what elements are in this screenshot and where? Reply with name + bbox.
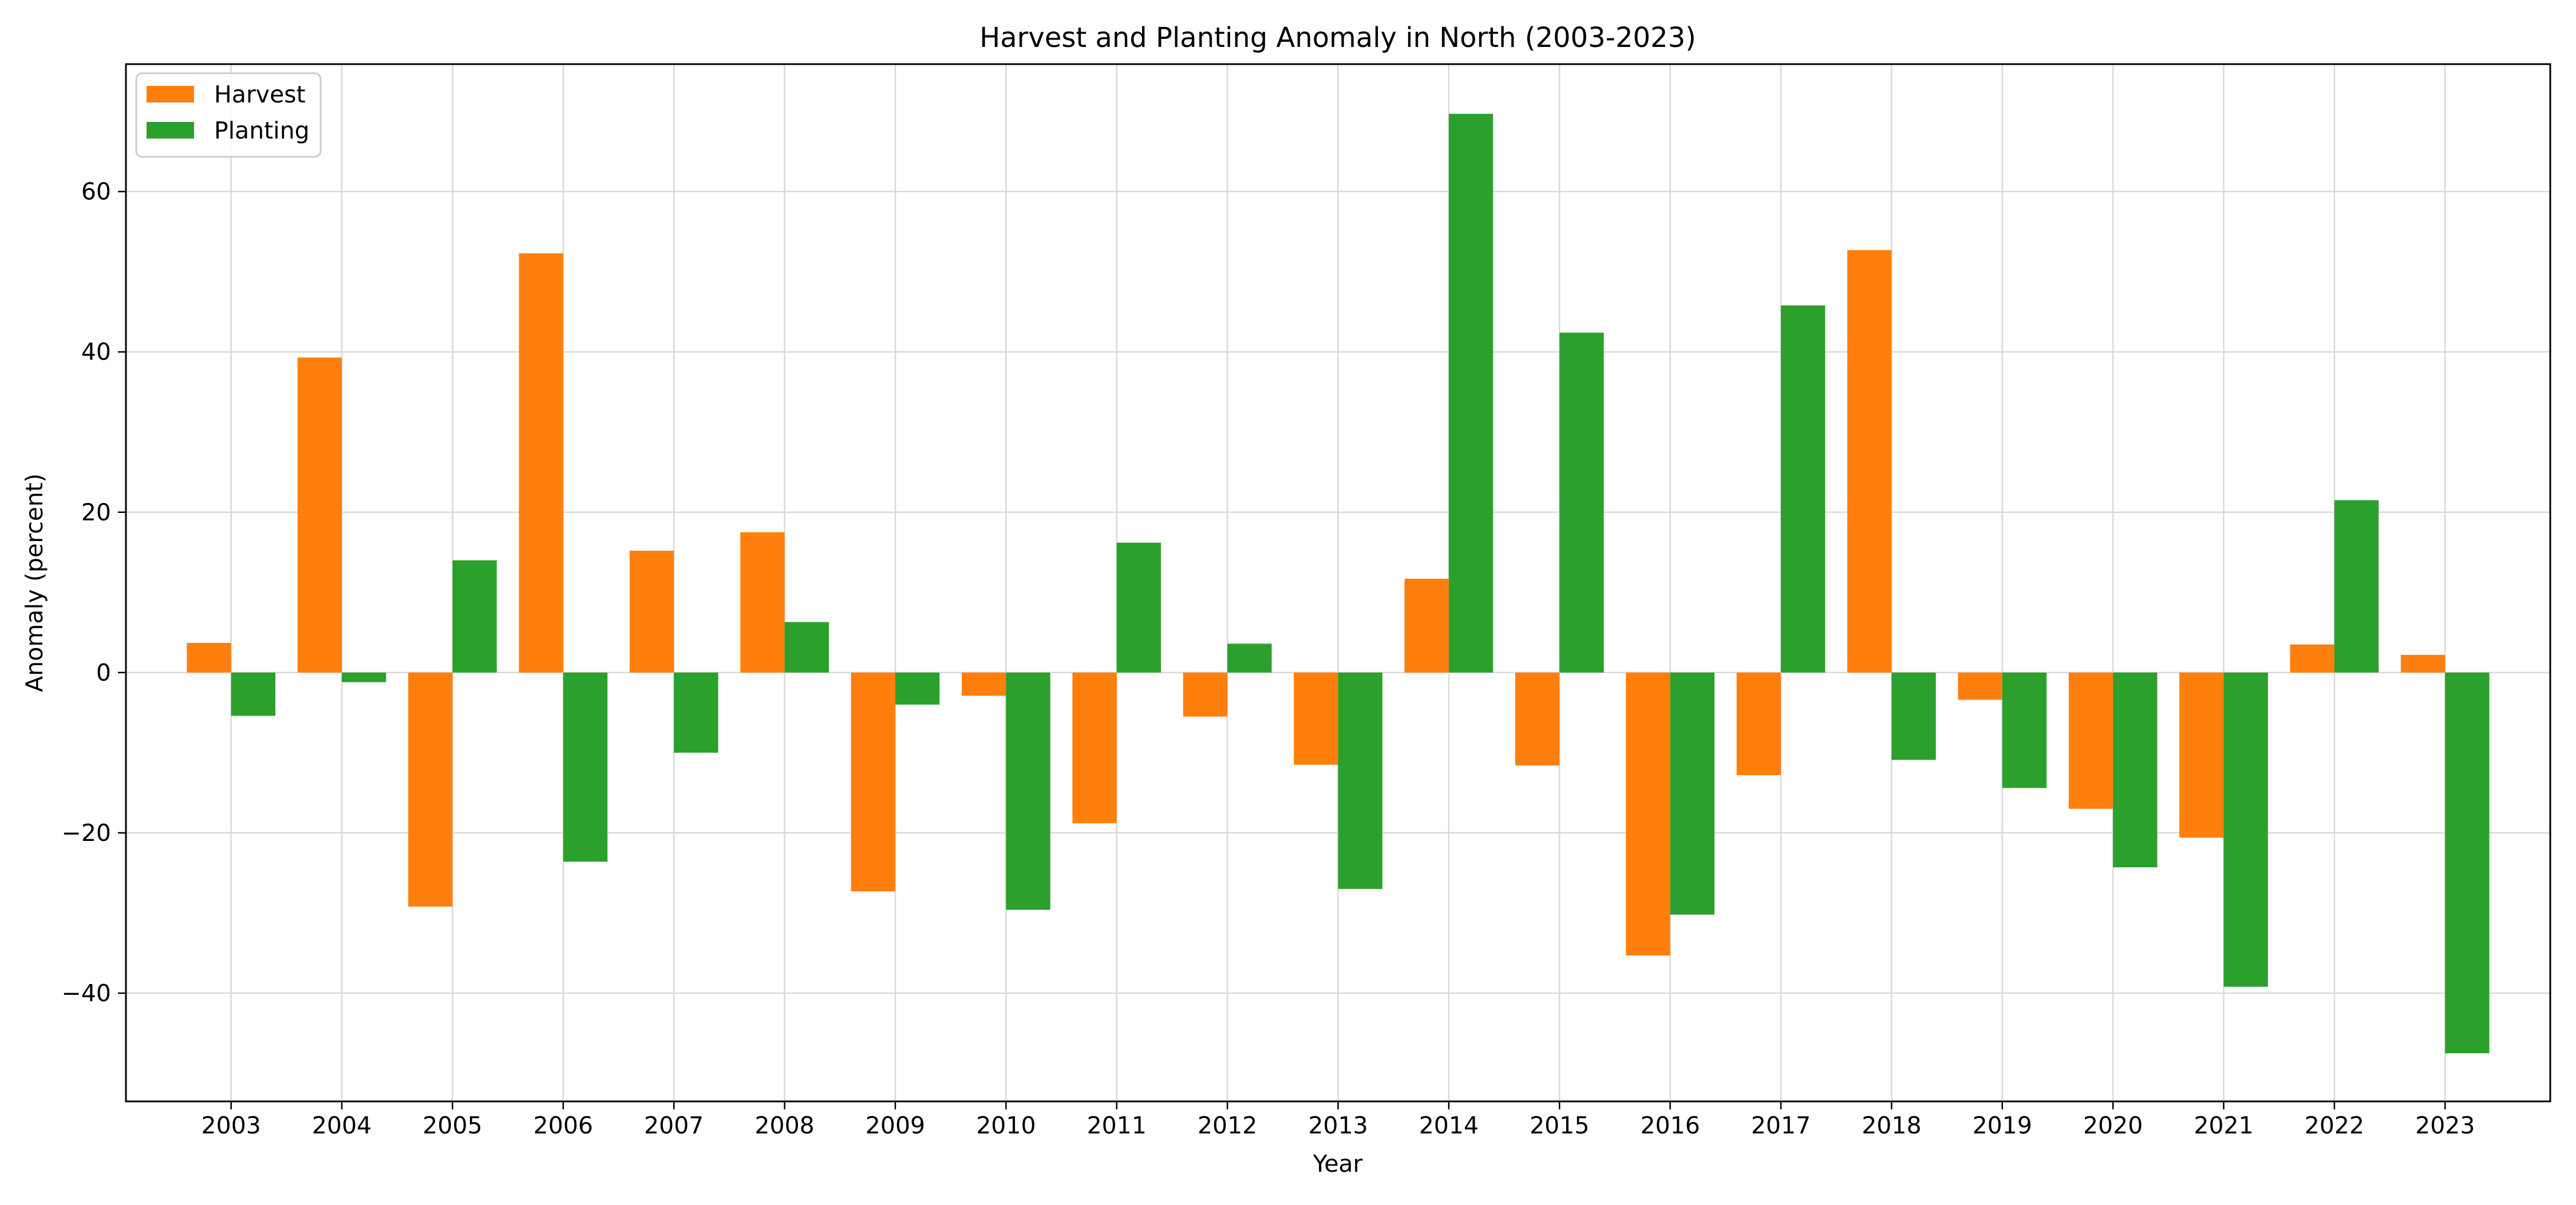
x-tick-label: 2015 [1530,1112,1589,1139]
bar-harvest [1404,578,1449,673]
bar-harvest [1626,672,1670,956]
y-tick-label: 20 [81,499,111,526]
x-tick-label: 2017 [1751,1112,1811,1139]
y-axis-label: Anomaly (percent) [21,473,48,692]
bar-harvest [1515,672,1560,766]
bar-harvest [408,672,453,907]
bar-planting [1338,672,1382,889]
legend-swatch-planting [147,122,194,139]
x-tick-label: 2009 [866,1112,925,1139]
bar-planting [1781,305,1826,673]
bar-planting [2113,672,2158,868]
bar-harvest [1183,672,1228,717]
bar-planting [2445,672,2490,1053]
x-tick-label: 2021 [2194,1112,2253,1139]
bar-harvest [1294,672,1338,765]
bar-planting [895,672,940,705]
bar-planting [452,560,497,673]
bar-harvest [629,550,674,673]
legend: Harvest Planting [135,72,322,158]
x-tick-label: 2004 [312,1112,372,1139]
legend-label-planting: Planting [214,117,310,144]
y-axis-ticks: −40 −20 0 20 40 60 [61,178,126,1007]
bar-planting [1891,672,1936,760]
bar-planting [1559,333,1604,673]
bar-planting [1227,643,1272,673]
x-axis-ticks: 2003 2004 2005 2006 2007 2008 2009 2010 2011 2012… [202,1101,2475,1139]
bar-planting [2002,672,2047,788]
bar-planting [342,672,386,682]
chart-title: Harvest and Planting Anomaly in North (2… [979,22,1696,54]
legend-swatch-harvest [147,86,194,102]
bar-planting [1670,672,1714,915]
y-tick-label: −20 [61,819,111,847]
bar-planting [563,672,608,862]
bar-planting [674,672,718,753]
bar-harvest [1736,672,1781,776]
x-tick-label: 2010 [976,1112,1036,1139]
x-tick-label: 2014 [1419,1112,1479,1139]
bar-planting [1448,113,1494,673]
bar-harvest [2179,672,2224,838]
y-tick-label: 60 [81,178,111,206]
y-tick-label: −40 [61,979,111,1007]
bar-harvest [1847,250,1892,673]
bar-planting [1116,542,1161,673]
bar-harvest [962,672,1006,696]
y-tick-label: 40 [81,338,111,366]
bar-harvest [519,253,563,673]
x-tick-label: 2019 [1973,1112,2032,1139]
x-tick-label: 2005 [422,1112,482,1139]
bar-planting [1006,672,1050,910]
x-tick-label: 2003 [202,1112,261,1139]
x-axis-label: Year [1313,1150,1363,1178]
bar-harvest [2068,672,2113,809]
x-tick-label: 2018 [1862,1112,1921,1139]
x-tick-label: 2020 [2083,1112,2143,1139]
bar-harvest [187,643,231,673]
bar-harvest [1072,672,1117,824]
bar-planting [231,672,276,716]
x-tick-label: 2023 [2415,1112,2475,1139]
bar-planting [2334,500,2379,673]
x-tick-label: 2012 [1198,1112,1257,1139]
bar-harvest [2290,644,2334,673]
x-tick-label: 2013 [1308,1112,1368,1139]
bar-planting [2223,672,2268,987]
y-tick-label: 0 [96,659,111,686]
bar-harvest [297,357,342,673]
x-tick-label: 2007 [644,1112,704,1139]
x-tick-label: 2006 [534,1112,593,1139]
x-tick-label: 2016 [1640,1112,1700,1139]
bar-harvest [2400,655,2445,673]
bar-harvest [1958,672,2002,700]
bar-harvest [851,672,895,892]
bar-planting [784,622,829,673]
x-tick-label: 2008 [754,1112,814,1139]
x-tick-label: 2022 [2305,1112,2364,1139]
bar-harvest [740,532,785,673]
bars-group [187,113,2490,1053]
x-tick-label: 2011 [1087,1112,1147,1139]
legend-label-harvest: Harvest [214,81,306,108]
